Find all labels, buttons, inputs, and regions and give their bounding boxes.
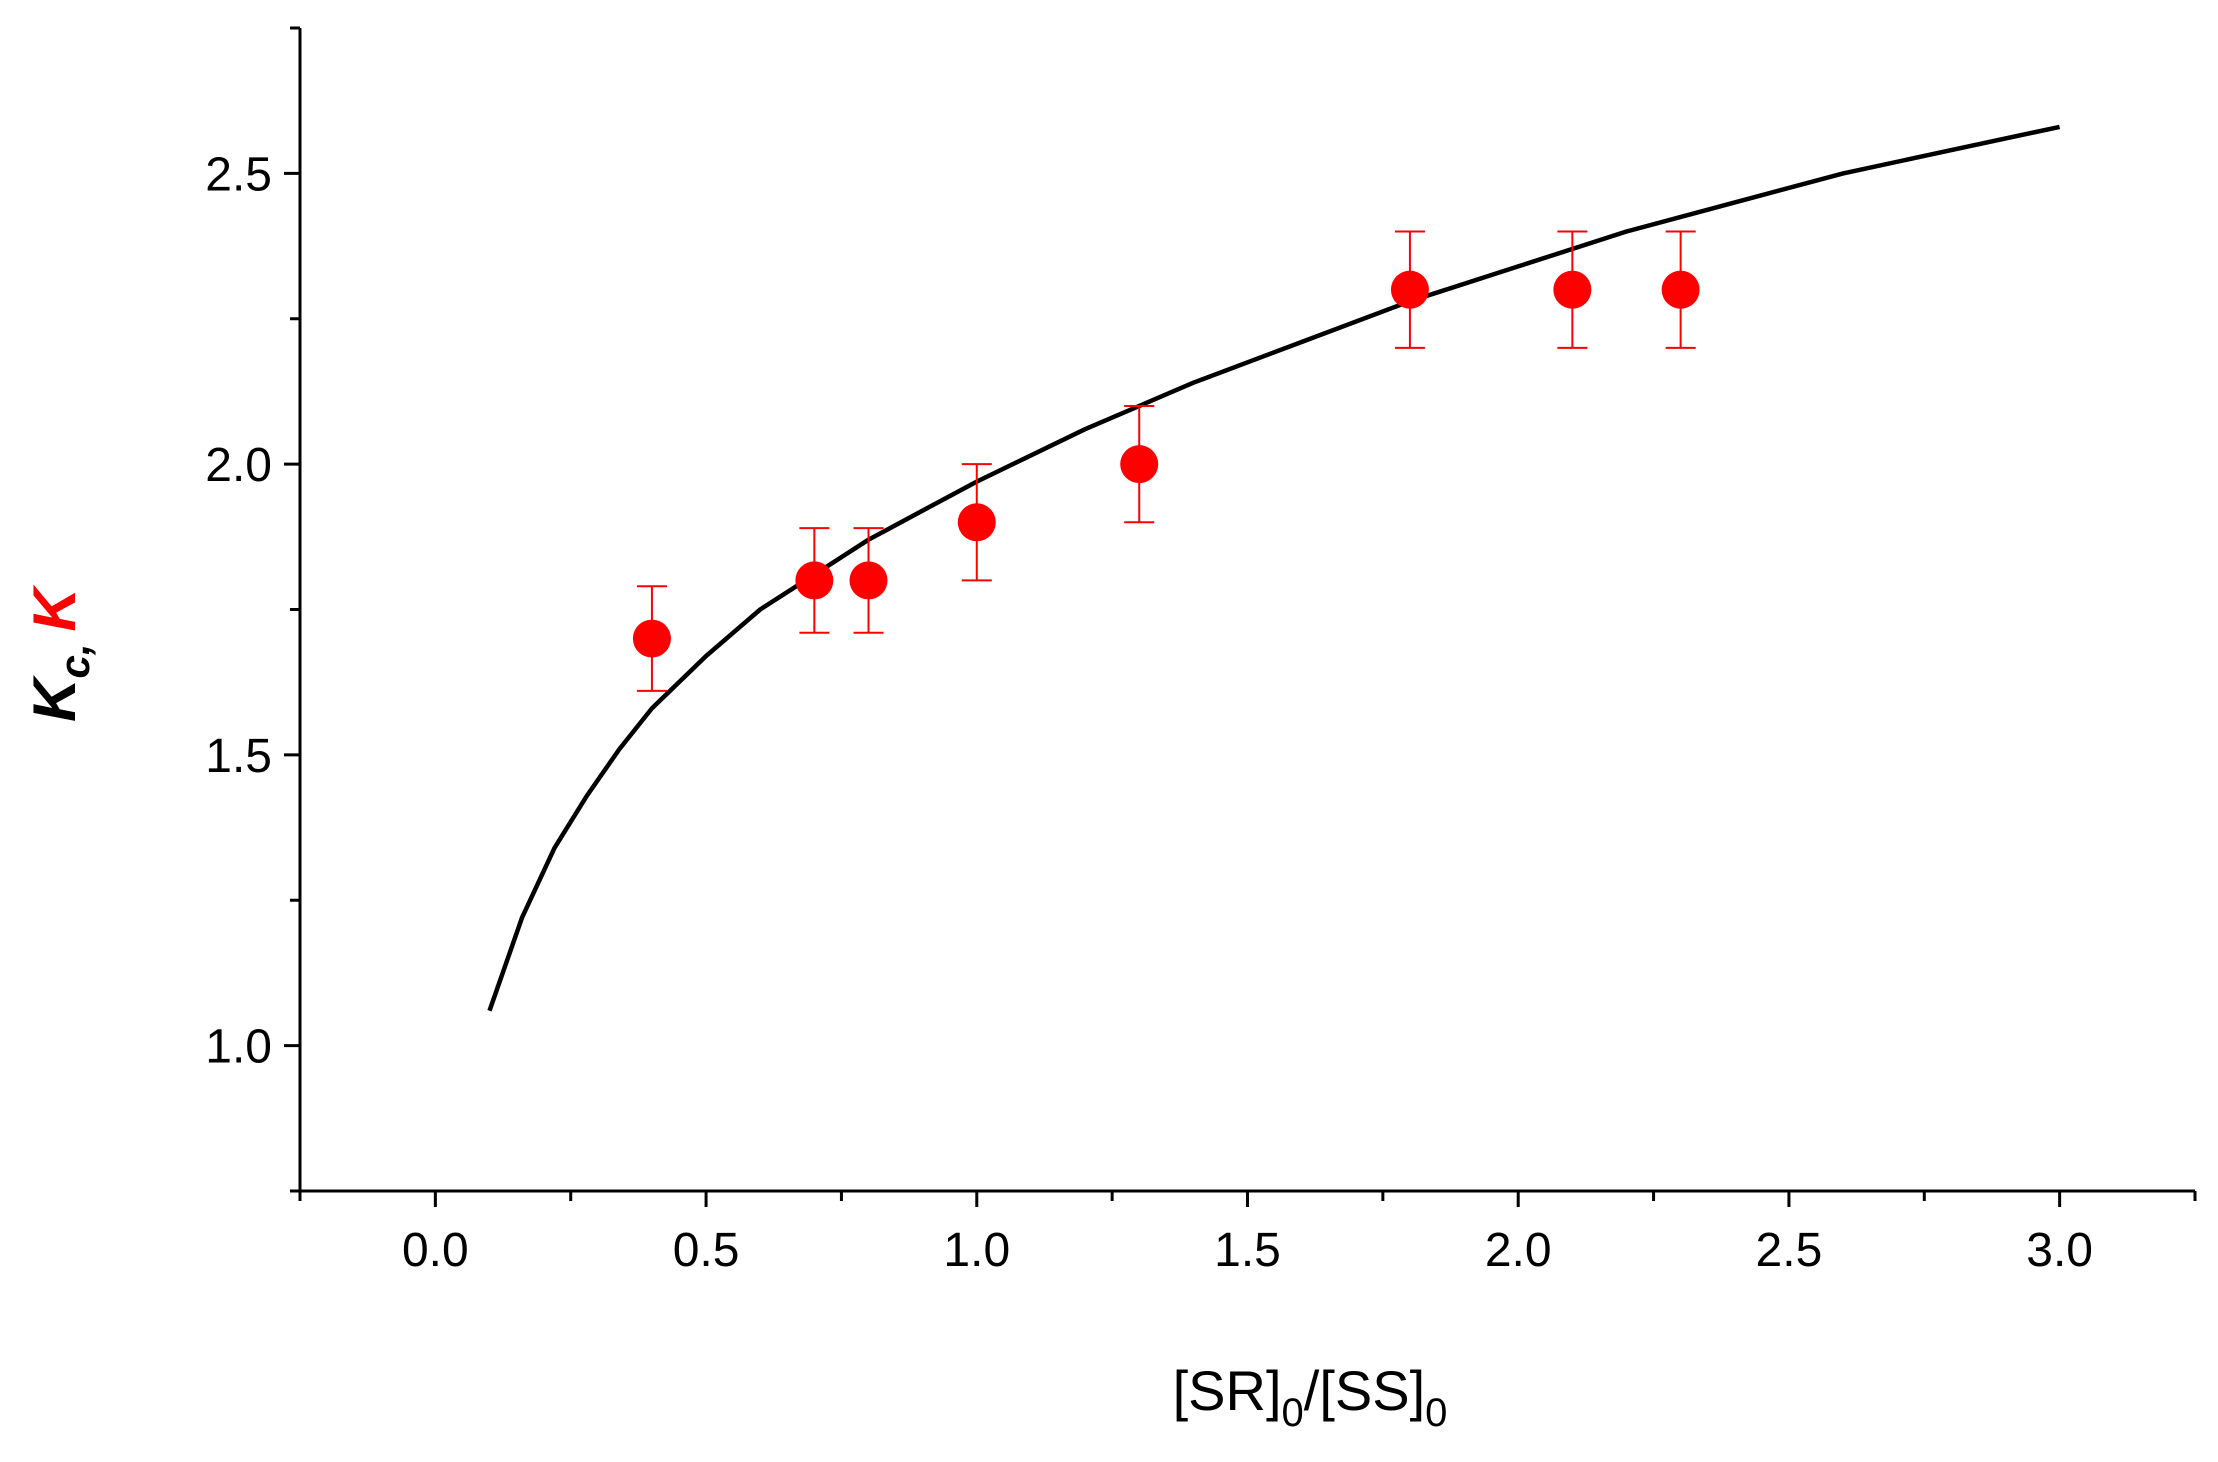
data-point	[1390, 270, 1429, 309]
data-point-group	[1661, 230, 1700, 349]
x-tick-label: 1.5	[1214, 1224, 1281, 1277]
x-tick-label: 3.0	[2026, 1224, 2093, 1277]
y-axis-title-k-c-subscript: c	[51, 655, 98, 678]
x-axis-title-sub2: 0	[1425, 1391, 1447, 1435]
y-tick-labels: 1.0 1.5 2.0 2.5	[205, 148, 272, 1073]
y-axis-title-k: K	[21, 584, 88, 631]
y-axis-title: Kc, K	[21, 584, 98, 721]
fit-curve	[487, 124, 2061, 1012]
data-point	[957, 503, 996, 542]
data-point	[1553, 270, 1592, 309]
data-point-group	[957, 463, 996, 582]
data-point	[632, 619, 671, 658]
x-tick-label: 1.0	[943, 1224, 1010, 1277]
x-tick-labels: 0.0 0.5 1.0 1.5 2.0 2.5 3.0	[402, 1224, 2093, 1277]
x-axis-title-sub1: 0	[1282, 1391, 1304, 1435]
data-point-group	[795, 527, 834, 634]
x-ticks	[298, 1191, 2197, 1207]
data-point	[1661, 270, 1700, 309]
x-axis-title: [SR]0/[SS]0	[1173, 1359, 1448, 1435]
y-tick-label: 1.5	[205, 730, 272, 783]
y-tick-label: 1.0	[205, 1021, 272, 1074]
data-point-group	[1390, 230, 1429, 349]
series-scatter	[632, 230, 1700, 692]
y-axis-title-separator: ,	[51, 643, 98, 656]
x-tick-label: 2.5	[1756, 1224, 1823, 1277]
data-point-group	[849, 527, 888, 634]
y-axis-title-k-c: K	[21, 675, 88, 722]
y-ticks	[284, 26, 300, 1193]
data-point-group	[1553, 230, 1592, 349]
data-point	[849, 561, 888, 600]
y-tick-label: 2.5	[205, 148, 272, 201]
x-tick-label: 0.0	[402, 1224, 469, 1277]
data-point-group	[632, 585, 671, 692]
data-point	[1120, 445, 1159, 484]
x-axis-title-base1: [SR]	[1173, 1359, 1282, 1422]
y-tick-label: 2.0	[205, 439, 272, 492]
series-line	[487, 124, 2061, 1012]
data-point	[795, 561, 834, 600]
data-point-group	[1120, 404, 1159, 524]
x-tick-label: 0.5	[673, 1224, 740, 1277]
x-tick-label: 2.0	[1485, 1224, 1552, 1277]
x-axis-title-base2: /[SS]	[1304, 1359, 1425, 1422]
axes	[298, 28, 2195, 1193]
